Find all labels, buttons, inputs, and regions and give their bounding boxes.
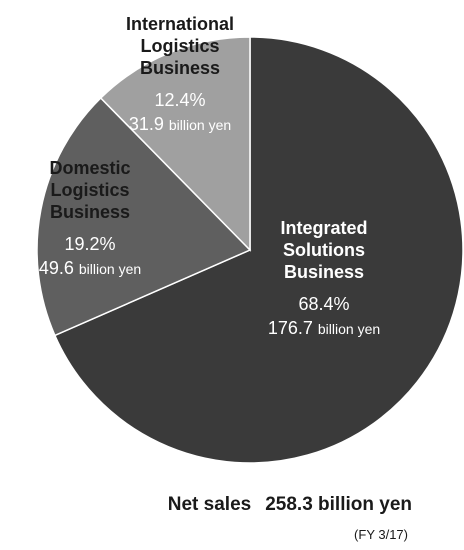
slice-value: 31.9 billion yen xyxy=(129,114,231,134)
slice-name-line: Business xyxy=(140,58,220,78)
slice-name-line: Solutions xyxy=(283,240,365,260)
slice-value: 176.7 billion yen xyxy=(268,318,380,338)
slice-name-line: Logistics xyxy=(50,180,129,200)
slice-name-line: Logistics xyxy=(140,36,219,56)
slice-name-line: Domestic xyxy=(49,158,130,178)
slice-name-line: Integrated xyxy=(280,218,367,238)
slice-name-line: Business xyxy=(284,262,364,282)
net-sales-line: Net sales 258.3 billion yen xyxy=(168,494,412,516)
slice-value: 49.6 billion yen xyxy=(39,258,141,278)
pie-slice-domestic-logistics xyxy=(36,96,252,337)
net-sales-label: Net sales xyxy=(167,494,252,515)
slice-name-line: Business xyxy=(50,202,130,222)
slice-percent: 12.4% xyxy=(154,90,205,110)
net-sales-value: 258.3 billion yen xyxy=(265,494,412,515)
pie-slice-international-logistics xyxy=(99,36,251,252)
fiscal-period: (FY 3/17) xyxy=(354,527,408,542)
slice-percent: 68.4% xyxy=(298,294,349,314)
slice-name-line: International xyxy=(126,14,234,34)
slice-percent: 19.2% xyxy=(64,234,115,254)
pie-slice-integrated-solutions xyxy=(53,36,464,464)
